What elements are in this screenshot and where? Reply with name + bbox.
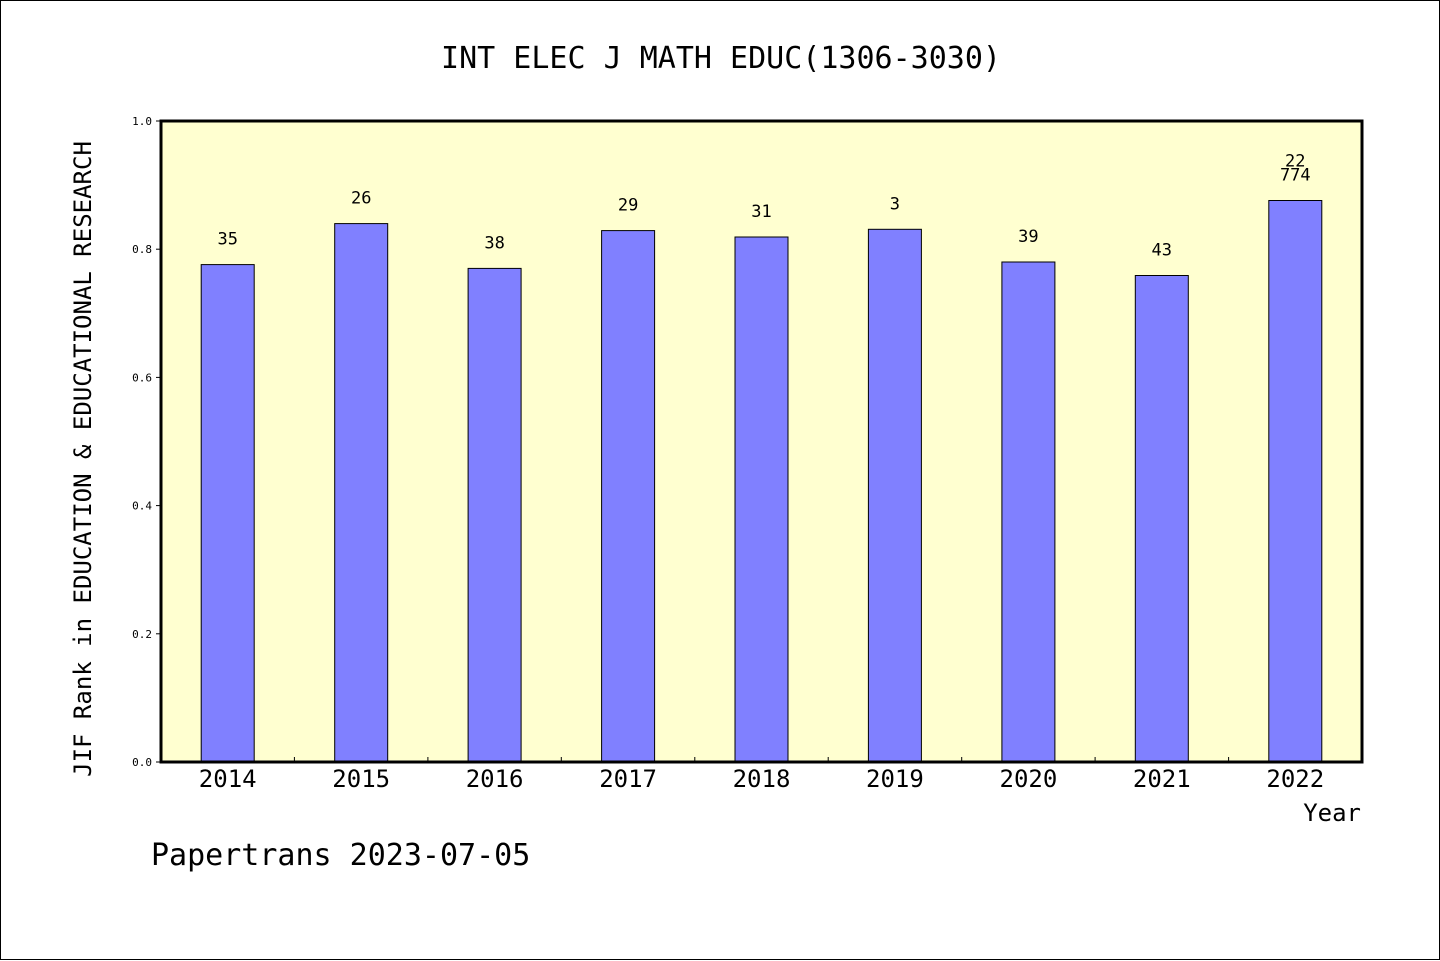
chart-title: INT ELEC J MATH EDUC(1306-3030) — [441, 41, 1001, 76]
bar-2020 — [1001, 261, 1056, 763]
bar-2018 — [734, 236, 789, 763]
x-tick-label: 2022 — [1266, 765, 1324, 793]
x-tick-label: 2019 — [866, 765, 924, 793]
bar-value-label: 35 — [217, 230, 237, 250]
bar-value-label: 31 — [751, 202, 771, 222]
bar-value-label: 22 — [1285, 152, 1305, 172]
footer-text: Papertrans 2023-07-05 — [151, 838, 530, 873]
y-axis: 0.0 0.2 0.4 0.6 0.8 1.0 — [132, 115, 161, 769]
x-tick-label: 2020 — [1000, 765, 1058, 793]
bar-value-label: 43 — [1152, 241, 1172, 261]
y-tick-label: 0.6 — [132, 371, 152, 384]
bar-value-label: 774 — [1280, 166, 1311, 186]
bar-value-label: 26 — [351, 189, 371, 209]
x-tick-label: 2017 — [599, 765, 657, 793]
bar-2021 — [1134, 275, 1189, 763]
x-tick-label: 2014 — [199, 765, 257, 793]
bars-group — [200, 200, 1323, 763]
y-axis-label: JIF Rank in EDUCATION & EDUCATIONAL RESE… — [69, 141, 97, 777]
bar-value-label: 29 — [618, 196, 638, 216]
x-axis: 2014 2015 2016 2017 2018 2019 2020 2021 2022 — [199, 757, 1324, 793]
x-axis-label: Year — [1303, 799, 1361, 827]
y-tick-label: 0.8 — [132, 243, 152, 256]
bar-2014 — [200, 264, 255, 763]
y-tick-label: 0.2 — [132, 628, 152, 641]
y-tick-label: 1.0 — [132, 115, 152, 128]
bar-2019 — [867, 228, 922, 763]
bar-value-label: 39 — [1018, 227, 1038, 247]
bar-value-label: 38 — [484, 233, 504, 253]
bar-2015 — [334, 223, 389, 763]
bar-2017 — [601, 230, 656, 763]
plot-border — [159, 119, 1364, 764]
y-tick-label: 0.4 — [132, 500, 152, 513]
x-tick-label: 2021 — [1133, 765, 1191, 793]
x-tick-label: 2018 — [733, 765, 791, 793]
x-tick-label: 2015 — [332, 765, 390, 793]
bar-value-label: 3 — [890, 194, 900, 214]
y-tick-label: 0.0 — [132, 756, 152, 769]
bar-2016 — [467, 267, 522, 763]
x-tick-label: 2016 — [466, 765, 524, 793]
bar-2022 — [1268, 200, 1323, 763]
